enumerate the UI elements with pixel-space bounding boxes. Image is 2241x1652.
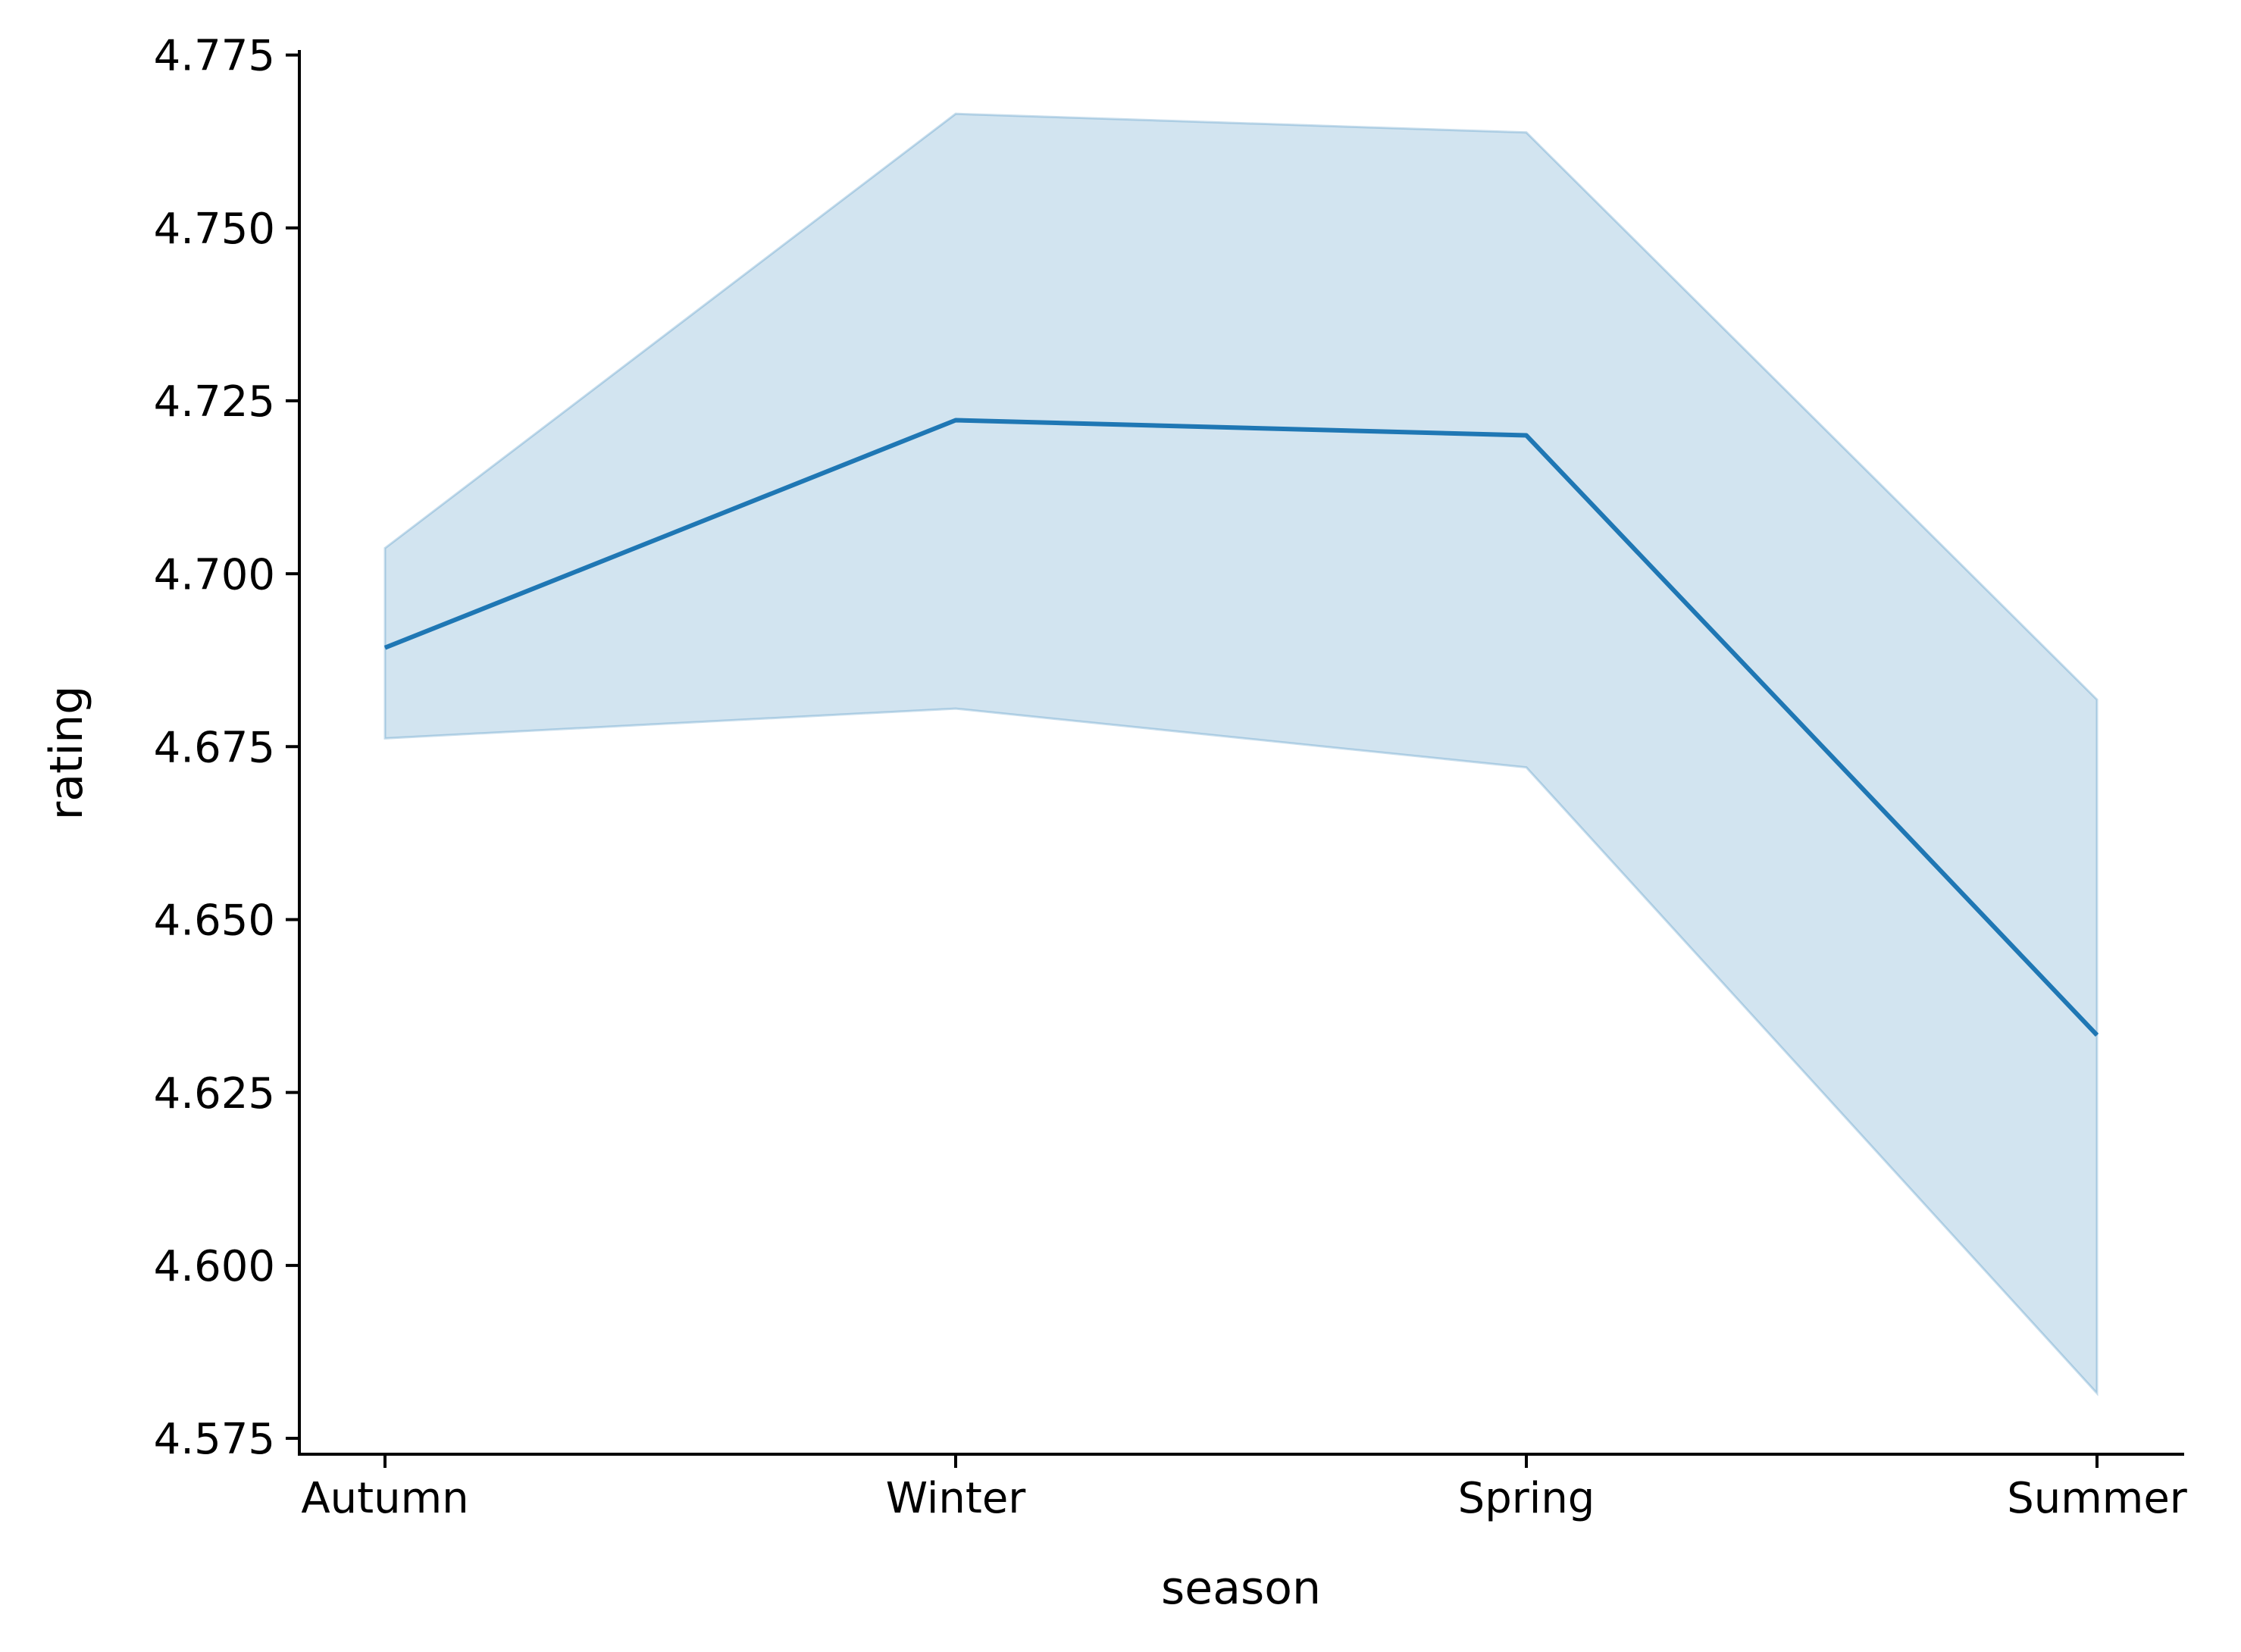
x-axis-ticks: Autumn Winter Spring Summer <box>301 1454 2188 1523</box>
y-tick-label: 4.725 <box>154 377 275 427</box>
x-tick-label: Winter <box>886 1474 1027 1523</box>
x-tick-label: Autumn <box>301 1474 468 1523</box>
x-axis-label: season <box>1161 1562 1321 1615</box>
data-point <box>384 647 386 649</box>
x-tick-label: Summer <box>2007 1474 2188 1523</box>
y-tick-label: 4.700 <box>154 550 275 599</box>
data-point <box>1526 435 1527 436</box>
y-tick-label: 4.600 <box>154 1242 275 1291</box>
y-tick-label: 4.625 <box>154 1069 275 1119</box>
y-tick-label: 4.775 <box>154 32 275 81</box>
series-line <box>383 418 2099 1037</box>
x-tick-label: Spring <box>1458 1474 1595 1523</box>
y-axis-label: rating <box>40 686 93 821</box>
y-tick-label: 4.575 <box>154 1415 275 1464</box>
y-axis-ticks: 4.575 4.600 4.625 4.650 4.675 4.700 4.725 4.750… <box>154 32 299 1464</box>
y-tick-label: 4.750 <box>154 205 275 254</box>
y-tick-label: 4.650 <box>154 896 275 946</box>
confidence-band <box>383 112 2099 1397</box>
axes: 4.575 4.600 4.625 4.650 4.675 4.700 4.725 4.750… <box>40 32 2188 1615</box>
confidence-band-layer <box>383 112 2099 1397</box>
series-line-layer <box>383 418 2099 1037</box>
data-point <box>2096 1034 2098 1036</box>
y-tick-label: 4.675 <box>154 723 275 772</box>
